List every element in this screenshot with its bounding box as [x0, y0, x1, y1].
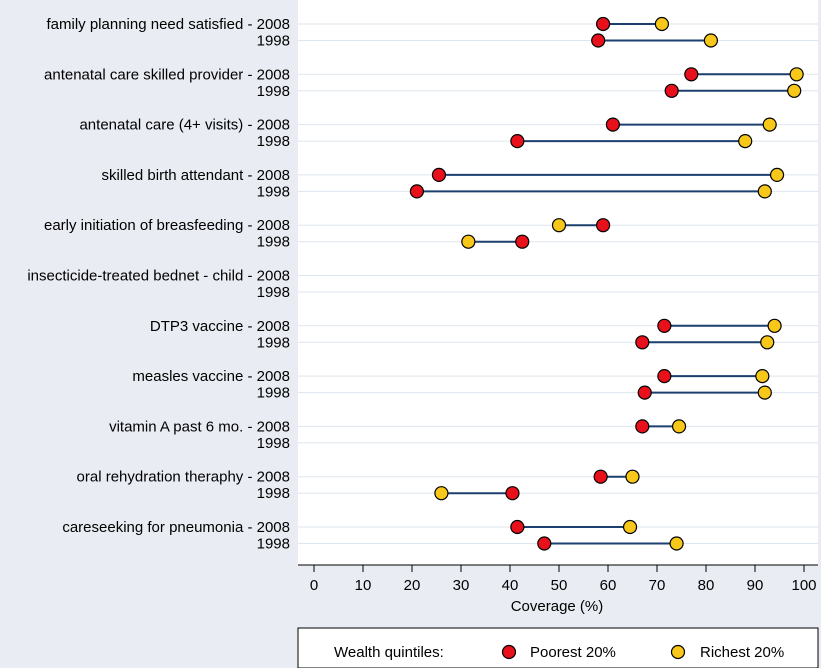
- row-label: antenatal care skilled provider - 2008: [44, 66, 290, 83]
- x-tick-label: 10: [355, 577, 372, 594]
- row-labels: family planning need satisfied - 2008199…: [27, 16, 290, 553]
- poorest-point: [431, 167, 447, 182]
- row-label: 1998: [257, 485, 290, 502]
- row-label: early initiation of breasfeeding - 2008: [44, 217, 290, 234]
- x-tick-label: 90: [747, 577, 764, 594]
- poorest-point: [635, 419, 650, 434]
- row-label: 1998: [257, 83, 290, 100]
- x-tick-label: 70: [649, 577, 666, 594]
- poorest-point: [664, 83, 679, 98]
- legend-box: [297, 627, 819, 668]
- data-marks: [409, 16, 804, 551]
- row-label: antenatal care (4+ visits) - 2008: [79, 117, 290, 134]
- richest-point: [703, 33, 719, 48]
- richest-point: [769, 167, 785, 182]
- richest-point: [669, 536, 684, 551]
- poorest-point: [657, 369, 672, 384]
- row-label: 1998: [257, 385, 290, 402]
- row-label: insecticide-treated bednet - child - 200…: [27, 268, 290, 285]
- richest-point: [767, 318, 782, 333]
- row-label: oral rehydration theraphy - 2008: [77, 469, 290, 486]
- richest-point: [625, 469, 640, 484]
- x-tick-label: 30: [453, 577, 470, 594]
- row-label: 1998: [257, 133, 290, 150]
- richest-point: [738, 134, 753, 149]
- richest-point: [757, 184, 772, 199]
- row-label: 1998: [257, 435, 290, 452]
- x-axis: 0 10 20 30 40 50 60 70 80 90 100: [298, 564, 818, 594]
- richest-point: [461, 234, 476, 249]
- plot-area: [298, 0, 818, 565]
- row-label: measles vaccine - 2008: [132, 368, 290, 385]
- richest-point: [757, 385, 772, 400]
- x-tick-label: 50: [551, 577, 568, 594]
- poorest-point: [605, 117, 621, 132]
- richest-point: [622, 519, 638, 535]
- poorest-point: [595, 218, 611, 233]
- richest-point: [654, 16, 670, 32]
- row-label: skilled birth attendant - 2008: [102, 167, 290, 184]
- row-label: 1998: [257, 33, 290, 50]
- legend-title: Wealth quintiles:: [334, 644, 444, 661]
- x-tick-label: 40: [502, 577, 519, 594]
- richest-point: [760, 335, 775, 350]
- poorest-point: [657, 318, 672, 333]
- legend-richest-marker: [670, 644, 686, 660]
- row-label: 1998: [257, 334, 290, 351]
- x-tick-label: 80: [698, 577, 715, 594]
- x-tick-label: 0: [310, 577, 318, 594]
- row-label: 1998: [257, 536, 290, 553]
- legend-poorest-marker: [501, 644, 517, 660]
- x-tick-label: 60: [600, 577, 617, 594]
- row-label: 1998: [257, 183, 290, 200]
- richest-point: [789, 67, 804, 82]
- poorest-point: [537, 536, 552, 551]
- legend: Wealth quintiles: Poorest 20% Richest 20…: [297, 627, 819, 668]
- richest-point: [755, 369, 770, 384]
- x-tick-label: 20: [404, 577, 421, 594]
- poorest-point: [409, 184, 424, 199]
- row-label: 1998: [257, 234, 290, 251]
- poorest-point: [684, 67, 699, 82]
- poorest-point: [515, 234, 530, 249]
- richest-point: [787, 83, 802, 98]
- row-label: 1998: [257, 284, 290, 301]
- poorest-point: [505, 486, 520, 501]
- row-label: careseeking for pneumonia - 2008: [62, 519, 290, 536]
- poorest-point: [635, 335, 650, 350]
- richest-point: [551, 218, 567, 233]
- legend-poorest-label: Poorest 20%: [530, 644, 616, 661]
- row-label: vitamin A past 6 mo. - 2008: [109, 418, 290, 435]
- legend-richest-label: Richest 20%: [700, 644, 784, 661]
- richest-point: [671, 419, 687, 434]
- poorest-point: [591, 33, 606, 48]
- row-label: DTP3 vaccine - 2008: [150, 318, 290, 335]
- poorest-point: [510, 519, 525, 535]
- richest-point: [434, 486, 449, 501]
- poorest-point: [593, 469, 608, 484]
- row-label: family planning need satisfied - 2008: [47, 16, 291, 33]
- richest-point: [762, 117, 777, 132]
- x-tick-label: 100: [791, 577, 816, 594]
- x-axis-title: Coverage (%): [511, 598, 604, 615]
- poorest-point: [510, 134, 525, 149]
- poorest-point: [637, 385, 652, 400]
- poorest-point: [595, 16, 611, 32]
